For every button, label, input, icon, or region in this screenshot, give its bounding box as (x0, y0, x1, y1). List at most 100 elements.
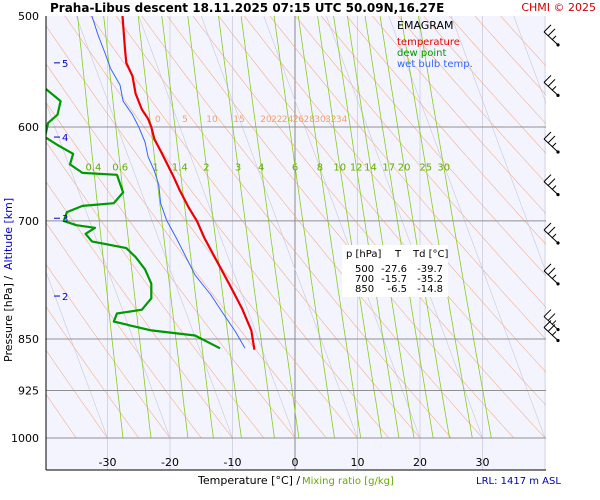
altitude-tick-label: 5 (62, 59, 68, 70)
temperature-tick-label: 30 (476, 456, 490, 469)
dry-adiabat-label: 5 (182, 115, 188, 125)
pressure-tick-label: 1000 (11, 432, 39, 445)
mixing-ratio-label: 1 (152, 162, 158, 173)
dry-adiabat-label: 26 (293, 115, 305, 125)
dry-adiabat-line (46, 306, 140, 439)
table-cell: 700 (355, 274, 374, 285)
wind-barb (543, 222, 560, 245)
mixing-ratio-label: 3 (235, 162, 241, 173)
mixing-ratio-label: 17 (382, 162, 395, 173)
altitude-tick-label: 2 (62, 292, 68, 303)
temperature-tick-label: 20 (413, 456, 427, 469)
dry-adiabat-label: 10 (206, 115, 218, 125)
skew-guide-line (451, 16, 546, 273)
mixing-ratio-label: 0.4 (85, 162, 101, 173)
mixing-ratio-label: 10 (333, 162, 346, 173)
mixing-ratio-label: 12 (350, 162, 363, 173)
pressure-tick-label: 925 (18, 385, 39, 398)
legend-wet-bulb: wet bulb temp. (397, 59, 473, 70)
dry-adiabat-line (46, 181, 233, 439)
wind-barb (543, 320, 560, 343)
data-table: p [hPa] T Td [°C] 500 -27.6 -39.7 700 -1… (342, 245, 449, 297)
dry-adiabat-line (46, 101, 296, 439)
mixing-ratio-label: 14 (364, 162, 377, 173)
dry-adiabat-line (269, 16, 546, 341)
dry-adiabat-line (46, 141, 265, 439)
isobar-grid (46, 126, 546, 439)
mixing-ratio-label: 4 (258, 162, 264, 173)
dry-adiabat-label: 34 (336, 115, 348, 125)
plot-area (46, 16, 546, 470)
copyright: CHMI © 2025 (521, 1, 596, 14)
mixing-ratio-line (240, 16, 300, 439)
wind-barb (543, 174, 560, 197)
y-axis-label: Pressure [hPa] / (2, 276, 15, 362)
pressure-tick-label: 700 (18, 215, 39, 228)
skew-guide-line (388, 16, 546, 439)
table-cell: -15.7 (381, 274, 407, 285)
temperature-tick-label: -30 (99, 456, 117, 469)
dry-adiabat-line (46, 263, 171, 439)
wind-barb (543, 309, 560, 332)
mixing-ratio-label: 6 (292, 162, 298, 173)
sounding-profiles (46, 16, 256, 350)
skew-guide-line (201, 16, 358, 439)
dry-adiabat-line (46, 222, 202, 439)
chart-title: Praha-Libus descent 18.11.2025 07:15 UTC… (50, 1, 444, 15)
dry-adiabat-line (90, 16, 421, 439)
altitude-tick-label: 4 (62, 133, 68, 144)
pressure-tick-label: 850 (18, 333, 39, 346)
skew-guide-line (138, 16, 296, 439)
mixing-ratio-label: 1.4 (172, 162, 188, 173)
dry-adiabat-line (449, 16, 546, 125)
mixing-ratio-line (418, 16, 492, 439)
legend-title: EMAGRAM (397, 19, 454, 32)
temperature-tick-label: 10 (351, 456, 365, 469)
mixing-ratio-label: 20 (398, 162, 411, 173)
mixing-ratio-label: 30 (437, 162, 450, 173)
wind-barb (543, 24, 560, 47)
temperature-tick-label: 0 (292, 456, 299, 469)
wind-barb (543, 263, 560, 286)
temperature-tick-label: -20 (161, 456, 179, 469)
table-cell: -14.8 (417, 284, 443, 295)
table-cell: -6.5 (387, 284, 407, 295)
legend-dew-point: dew point (397, 48, 446, 59)
skew-guide-line (46, 271, 108, 439)
table-header-p: p [hPa] (346, 249, 381, 260)
temperature-line (121, 16, 256, 350)
x-axis-label: Temperature [°C] / (197, 474, 300, 487)
table-header-t: T (394, 249, 402, 260)
dry-adiabat-line (46, 349, 108, 439)
altitude-tick-label: 3 (62, 214, 68, 225)
dry-adiabat-label: 30 (314, 115, 326, 125)
mixing-ratio-lines: 0.4 0.6 1 1.4 2 3 4 6 8 10 12 14 17 20 25 30 (77, 16, 492, 439)
mixing-ratio-label: 0.6 (112, 162, 128, 173)
lrl-label: LRL: 1417 m ASL (476, 476, 561, 487)
table-cell: 500 (355, 264, 374, 275)
legend-temperature: temperature (397, 37, 460, 48)
mixing-ratio-axis-label: Mixing ratio [g/kg] (302, 476, 394, 487)
mixing-ratio-label: 2 (203, 162, 209, 173)
dew-point-line (46, 87, 221, 350)
dry-adiabat-line (397, 16, 546, 184)
table-cell: -39.7 (417, 264, 443, 275)
dry-adiabat-line (346, 16, 546, 245)
mixing-ratio-line (77, 16, 124, 439)
dry-adiabat-label: 24 (282, 115, 294, 125)
mixing-ratio-line (137, 16, 189, 439)
dry-adiabat-label: 28 (303, 115, 315, 125)
table-header-td: Td [°C] (412, 249, 449, 260)
dry-adiabat-line (320, 16, 546, 277)
dry-adiabat-line (372, 16, 546, 215)
mixing-ratio-label: 25 (419, 162, 432, 173)
mixing-ratio-line (273, 16, 335, 439)
wet-bulb-line (91, 16, 246, 349)
dry-adiabat-line (141, 16, 483, 439)
dry-adiabat-line (423, 16, 546, 154)
dry-adiabat-label: 22 (271, 115, 282, 125)
mixing-ratio-line (218, 16, 275, 439)
skew-guide-line (76, 16, 233, 439)
dry-adiabat-label: 20 (260, 115, 272, 125)
